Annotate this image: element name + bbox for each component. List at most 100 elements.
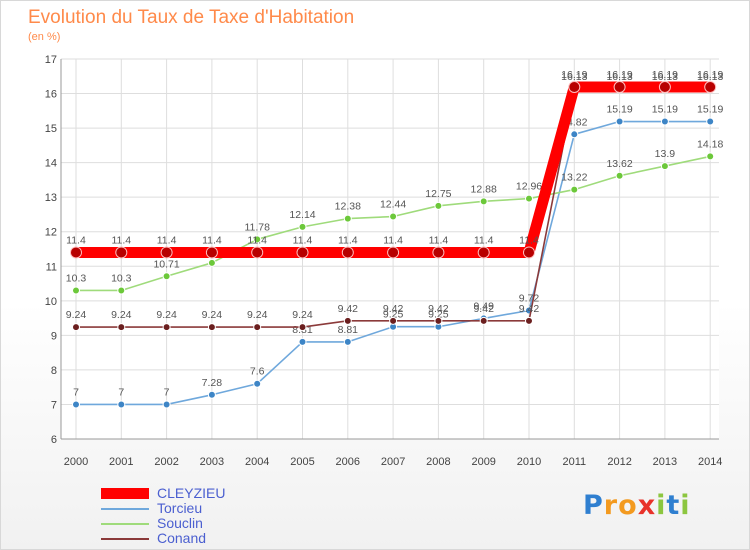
data-label-torcieu: 9.49	[473, 300, 494, 312]
data-point-torcieu	[298, 337, 307, 346]
x-tick-label: 2013	[653, 456, 677, 468]
data-label-cleyzieu: 11.4	[383, 234, 403, 246]
data-label-conand: 9.42	[338, 303, 359, 315]
data-label-cleyzieu: 16.19	[606, 69, 632, 81]
data-label-cleyzieu: 11.4	[474, 234, 494, 246]
data-point-cleyzieu	[523, 246, 535, 259]
x-tick-label: 2009	[471, 456, 495, 468]
y-tick-label: 17	[45, 54, 57, 66]
y-tick-label: 15	[45, 123, 57, 135]
y-tick-label: 14	[45, 158, 57, 170]
legend-item-torcieu: Torcieu	[101, 501, 225, 516]
data-point-conand	[525, 316, 533, 325]
x-tick-label: 2006	[336, 456, 360, 468]
data-label-souclin: 13.62	[606, 158, 632, 170]
data-label-conand: 9.24	[202, 309, 223, 321]
data-label-conand: 9.42	[383, 303, 404, 315]
legend-label: Souclin	[157, 515, 203, 531]
data-point-souclin	[434, 201, 443, 210]
data-point-cleyzieu	[115, 246, 128, 259]
data-point-torcieu	[207, 390, 216, 399]
data-label-torcieu: 15.19	[606, 104, 632, 116]
x-tick-label: 2001	[109, 456, 133, 468]
data-point-torcieu	[117, 400, 126, 409]
data-point-souclin	[72, 286, 80, 295]
data-point-souclin	[479, 197, 488, 206]
data-point-conand	[298, 323, 307, 332]
data-label-torcieu: 9.25	[383, 309, 404, 321]
data-point-cleyzieu	[613, 80, 626, 93]
legend-label: Conand	[157, 530, 207, 546]
x-tick-label: 2012	[607, 456, 631, 468]
y-tick-label: 7	[51, 399, 57, 411]
data-point-cleyzieu	[205, 246, 218, 259]
data-label-souclin: 14.18	[697, 138, 723, 150]
x-tick-label: 2004	[245, 456, 269, 468]
data-point-cleyzieu	[296, 246, 309, 259]
x-tick-label: 2000	[64, 456, 88, 468]
data-point-conand	[162, 323, 171, 332]
data-label-souclin: 11.78	[244, 221, 270, 233]
data-point-conand	[207, 323, 216, 332]
y-tick-label: 16	[45, 89, 57, 101]
data-label-souclin: 12.44	[380, 199, 406, 211]
data-label-cleyzieu: 16.19	[697, 69, 723, 81]
data-label-cleyzieu: 11.4	[429, 234, 449, 246]
data-point-torcieu	[615, 117, 624, 126]
data-point-torcieu	[72, 400, 80, 409]
data-label-souclin: 12.14	[289, 209, 315, 221]
data-label-cleyzieu: 11.4	[66, 234, 86, 246]
data-label-cleyzieu: 16.19	[652, 69, 678, 81]
data-point-souclin	[343, 214, 352, 223]
data-label-cleyzieu: 11.4	[247, 234, 267, 246]
legend-item-conand: Conand	[101, 531, 225, 546]
data-label-cleyzieu: 11.4	[519, 234, 539, 246]
x-tick-label: 2003	[200, 456, 224, 468]
data-label-souclin: 10.3	[66, 272, 87, 284]
y-tick-label: 11	[46, 261, 57, 273]
data-label-souclin: 12.88	[471, 183, 497, 195]
data-point-souclin	[162, 272, 171, 281]
data-label-souclin: 10.3	[111, 272, 132, 284]
y-tick-label: 10	[45, 296, 57, 308]
data-label-conand: 9.42	[519, 303, 540, 315]
data-label-cleyzieu: 16.19	[561, 69, 587, 81]
data-point-conand	[389, 316, 398, 325]
legend-swatch	[101, 537, 149, 540]
data-point-torcieu	[343, 337, 352, 346]
data-point-conand	[72, 323, 80, 332]
data-label-torcieu: 7.6	[250, 366, 265, 378]
legend-label: Torcieu	[157, 500, 203, 516]
x-tick-label: 2002	[154, 456, 178, 468]
data-point-cleyzieu	[160, 246, 173, 259]
y-tick-label: 12	[45, 227, 57, 239]
data-point-souclin	[389, 212, 398, 221]
data-label-conand: 16.13	[561, 71, 587, 83]
data-point-cleyzieu	[432, 246, 445, 259]
data-label-torcieu: 15.19	[697, 104, 723, 116]
legend-swatch	[101, 507, 149, 510]
data-label-torcieu: 15.19	[652, 104, 678, 116]
legend-label: CLEYZIEU	[157, 485, 226, 501]
legend-item-souclin: Souclin	[101, 516, 225, 531]
data-label-cleyzieu: 11.4	[202, 234, 222, 246]
data-point-cleyzieu	[704, 80, 717, 93]
data-point-souclin	[570, 185, 579, 194]
data-label-conand: 9.24	[66, 309, 87, 321]
y-tick-label: 6	[51, 434, 57, 446]
x-tick-label: 2014	[698, 456, 722, 468]
data-label-torcieu: 9.25	[428, 309, 449, 321]
data-label-souclin: 13.22	[561, 172, 587, 184]
data-label-souclin: 10.71	[153, 258, 179, 270]
data-label-souclin: 12.96	[516, 181, 542, 193]
legend-swatch	[101, 488, 149, 499]
x-tick-label: 2005	[290, 456, 314, 468]
data-point-torcieu	[660, 117, 669, 126]
data-point-cleyzieu	[568, 80, 581, 93]
data-point-cleyzieu	[341, 246, 354, 259]
legend: CLEYZIEU Torcieu Souclin Conand	[101, 486, 225, 546]
data-label-torcieu: 14.82	[561, 116, 587, 128]
data-point-torcieu	[706, 117, 715, 126]
data-label-cleyzieu: 11.4	[157, 234, 177, 246]
